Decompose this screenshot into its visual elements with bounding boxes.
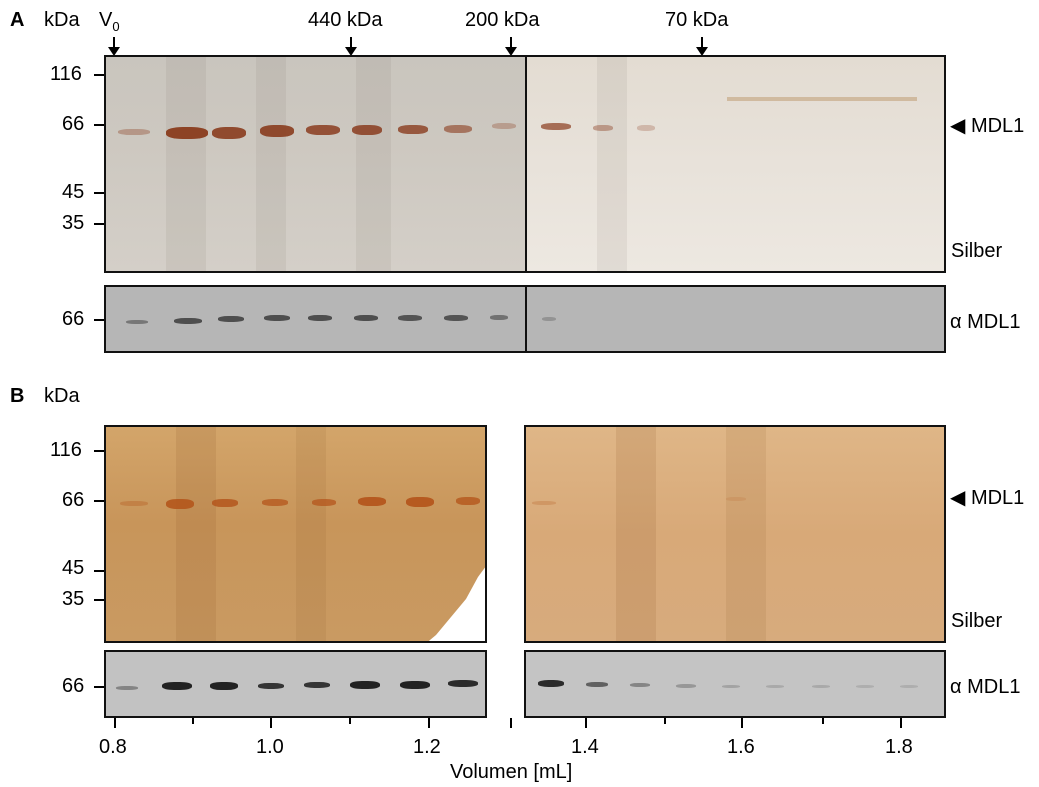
gel-band <box>630 683 650 687</box>
panel-b-silver-gel-right <box>524 425 946 643</box>
a-tick-35 <box>94 223 106 225</box>
a-silver-mw-66: 66 <box>62 113 85 135</box>
panel-a-kda-label: kDa <box>44 9 80 31</box>
gel-band <box>722 685 740 688</box>
a-western-label: α MDL1 <box>950 311 1021 333</box>
a-tick-45 <box>94 192 106 194</box>
b-tick-66 <box>94 500 106 502</box>
gel-band <box>126 320 148 324</box>
gel-band <box>456 497 480 505</box>
gel-band <box>676 684 696 688</box>
gel-band <box>260 125 294 137</box>
marker-70-label: 70 kDa <box>665 9 729 31</box>
b-silver-mw-45: 45 <box>62 557 85 579</box>
panel-a-silver-gel-right <box>525 55 946 273</box>
gel-band <box>542 317 556 321</box>
gel-band <box>490 315 508 320</box>
gel-band <box>162 682 192 690</box>
a-western-mw-66: 66 <box>62 308 85 330</box>
gel-band <box>350 681 380 689</box>
gel-band <box>120 501 148 506</box>
torn-corner-shape <box>428 567 485 641</box>
void-volume-label: V0 <box>99 9 120 34</box>
b-western-mw-66: 66 <box>62 675 85 697</box>
gel-band <box>593 125 613 131</box>
axis-label: Volumen [mL] <box>450 761 573 783</box>
gel-band <box>174 318 202 324</box>
a-tick-66 <box>94 124 106 126</box>
a-silver-mw-116: 116 <box>50 63 82 85</box>
gel-band <box>116 686 138 690</box>
gel-band <box>532 501 556 505</box>
gel-band <box>444 315 468 321</box>
gel-band <box>541 123 571 130</box>
panel-b-western-left <box>104 650 487 718</box>
panel-a-western-blot <box>104 285 946 353</box>
gel-band <box>264 315 290 321</box>
gel-band <box>398 315 422 321</box>
gel-band <box>492 123 516 129</box>
gel-band <box>218 316 244 322</box>
axis-tick-1-6: 1.6 <box>727 736 755 758</box>
b-tick-45 <box>94 570 106 572</box>
b-silber-label: Silber <box>951 610 1003 632</box>
panel-b-kda-label: kDa <box>44 385 80 407</box>
gel-band <box>900 685 918 688</box>
gel-band <box>354 315 378 321</box>
a-silver-mw-45: 45 <box>62 181 85 203</box>
gel-band <box>212 499 238 507</box>
gel-band <box>400 681 430 689</box>
axis-tick-1-2: 1.2 <box>413 736 441 758</box>
panel-a-silver-gel-left <box>104 55 527 273</box>
b-tick-35 <box>94 599 106 601</box>
b-silver-mw-116: 116 <box>50 439 82 461</box>
marker-440-label: 440 kDa <box>308 9 383 31</box>
gel-band <box>212 127 246 139</box>
a-tick-116 <box>94 74 106 76</box>
gel-band <box>856 685 874 688</box>
gel-band <box>538 680 564 687</box>
axis-tick-1-8: 1.8 <box>885 736 913 758</box>
gel-band <box>726 497 746 501</box>
gel-band <box>398 125 428 134</box>
a-silver-mw-35: 35 <box>62 212 85 234</box>
b-western-label: α MDL1 <box>950 676 1021 698</box>
a-mdl1-label: ◀ MDL1 <box>950 115 1025 137</box>
panel-a-letter: A <box>10 9 25 31</box>
axis-tick-1-0: 1.0 <box>256 736 284 758</box>
gel-band <box>406 497 434 507</box>
gel-band <box>262 499 288 506</box>
gel-band <box>312 499 336 506</box>
marker-200-label: 200 kDa <box>465 9 540 31</box>
panel-b-letter: B <box>10 385 25 407</box>
b-tick-116 <box>94 450 106 452</box>
b-silver-mw-35: 35 <box>62 588 85 610</box>
gel-band <box>586 682 608 687</box>
gel-band <box>358 497 386 506</box>
gel-band <box>308 315 332 321</box>
b-mdl1-label: ◀ MDL1 <box>950 487 1025 509</box>
gel-band <box>448 680 478 687</box>
gel-band <box>166 499 194 509</box>
gel-band <box>306 125 340 135</box>
panel-b-western-right <box>524 650 946 718</box>
panel-b-silver-gel-left <box>104 425 487 643</box>
gel-band <box>766 685 784 688</box>
gel-band <box>210 682 238 690</box>
gel-band <box>352 125 382 135</box>
b-silver-mw-66: 66 <box>62 489 85 511</box>
gel-band <box>637 125 655 131</box>
b-western-tick-66 <box>94 686 106 688</box>
gel-band <box>304 682 330 688</box>
gel-band <box>166 127 208 139</box>
gel-band <box>444 125 472 133</box>
axis-tick-0-8: 0.8 <box>99 736 127 758</box>
axis-tick-1-4: 1.4 <box>571 736 599 758</box>
gel-band <box>118 129 150 135</box>
a-silber-label: Silber <box>951 240 1003 262</box>
gel-band <box>812 685 830 688</box>
a-western-tick-66 <box>94 319 106 321</box>
gel-band <box>258 683 284 689</box>
